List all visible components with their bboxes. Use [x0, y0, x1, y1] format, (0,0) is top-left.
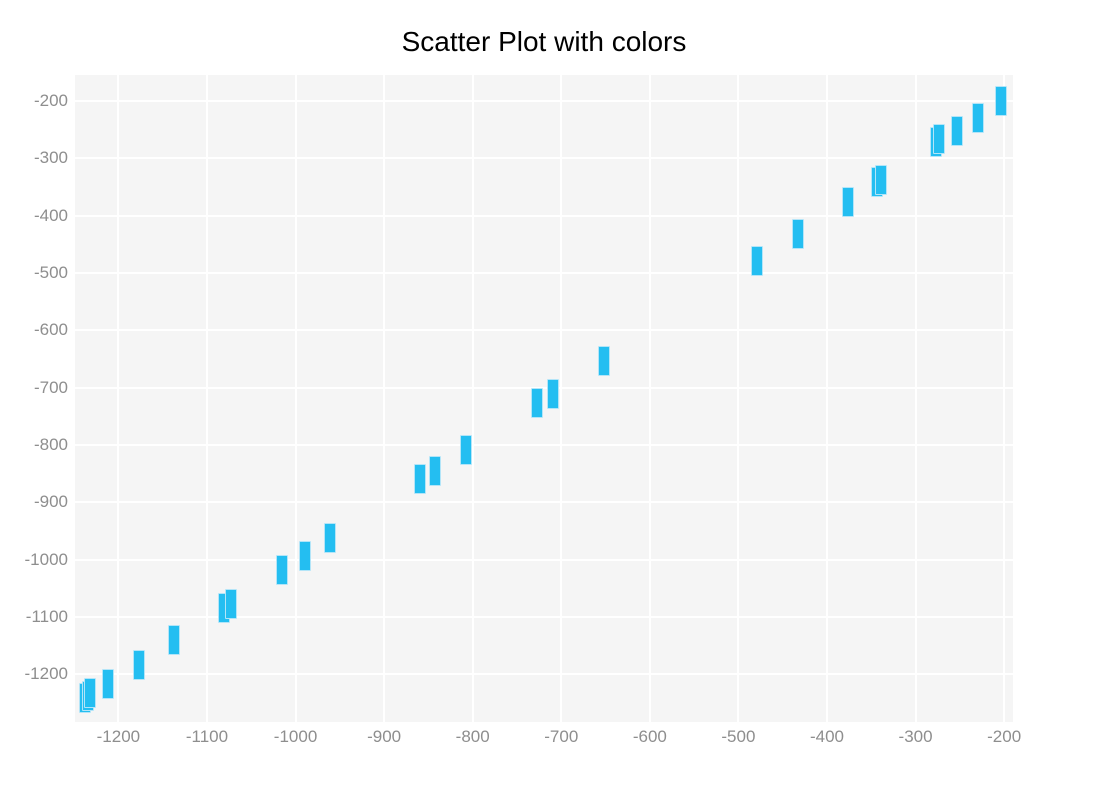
x-tick-label: -900 [367, 727, 402, 746]
y-gridline [75, 214, 1013, 217]
y-gridline [75, 157, 1013, 160]
x-gridline [205, 75, 208, 722]
x-gridline [825, 75, 828, 722]
scatter-point[interactable] [460, 434, 473, 465]
y-gridline [75, 673, 1013, 676]
x-tick-label: -800 [455, 727, 490, 746]
scatter-point[interactable] [299, 540, 312, 571]
y-gridline [75, 616, 1013, 619]
scatter-point[interactable] [971, 103, 984, 134]
x-tick-label: -500 [721, 727, 756, 746]
y-tick-label: -300 [33, 148, 68, 168]
x-tick-label: -1000 [273, 727, 318, 746]
scatter-point[interactable] [875, 164, 888, 195]
y-gridline [75, 558, 1013, 561]
x-tick-label: -1200 [96, 727, 141, 746]
scatter-point[interactable] [168, 624, 181, 655]
scatter-point[interactable] [995, 85, 1008, 116]
scatter-point[interactable] [101, 669, 114, 700]
plot-area[interactable] [75, 75, 1013, 722]
x-tick-label: -700 [544, 727, 579, 746]
scatter-point[interactable] [547, 378, 560, 409]
scatter-point[interactable] [413, 464, 426, 495]
y-gridline [75, 271, 1013, 274]
scatter-point[interactable] [324, 523, 337, 554]
x-gridline [471, 75, 474, 722]
y-tick-label: -600 [33, 320, 68, 340]
y-tick-label: -700 [33, 377, 68, 397]
y-gridline [75, 386, 1013, 389]
x-tick-label: -300 [898, 727, 933, 746]
x-gridline [914, 75, 917, 722]
scatter-point[interactable] [791, 218, 804, 249]
y-gridline [75, 443, 1013, 446]
x-gridline [648, 75, 651, 722]
y-tick-label: -1000 [24, 549, 68, 569]
x-tick-label: -600 [632, 727, 667, 746]
y-gridline [75, 99, 1013, 102]
x-gridline [117, 75, 120, 722]
y-tick-label: -400 [33, 205, 68, 225]
scatter-point[interactable] [951, 115, 964, 146]
chart-title: Scatter Plot with colors [401, 26, 687, 57]
scatter-point[interactable] [531, 388, 544, 419]
scatter-point[interactable] [842, 186, 855, 217]
scatter-point[interactable] [932, 124, 945, 155]
x-gridline [294, 75, 297, 722]
scatter-point[interactable] [224, 588, 237, 619]
x-gridline [560, 75, 563, 722]
y-tick-label: -900 [33, 492, 68, 512]
y-tick-label: -200 [33, 90, 68, 110]
scatter-point[interactable] [597, 345, 610, 376]
scatter-point[interactable] [751, 245, 764, 276]
scatter-point[interactable] [132, 649, 145, 680]
x-gridline [383, 75, 386, 722]
y-tick-label: -1100 [25, 607, 68, 627]
y-gridline [75, 501, 1013, 504]
x-gridline [1003, 75, 1006, 722]
x-tick-label: -200 [987, 727, 1022, 746]
y-tick-label: -1200 [24, 664, 68, 684]
scatter-point[interactable] [276, 555, 289, 585]
scatter-point[interactable] [84, 678, 97, 709]
y-tick-label: -500 [33, 262, 68, 282]
x-gridline [737, 75, 740, 722]
scatter-point[interactable] [429, 455, 442, 486]
x-tick-label: -400 [809, 727, 844, 746]
y-gridline [75, 329, 1013, 332]
x-tick-label: -1100 [185, 727, 229, 746]
y-tick-label: -800 [33, 434, 68, 454]
